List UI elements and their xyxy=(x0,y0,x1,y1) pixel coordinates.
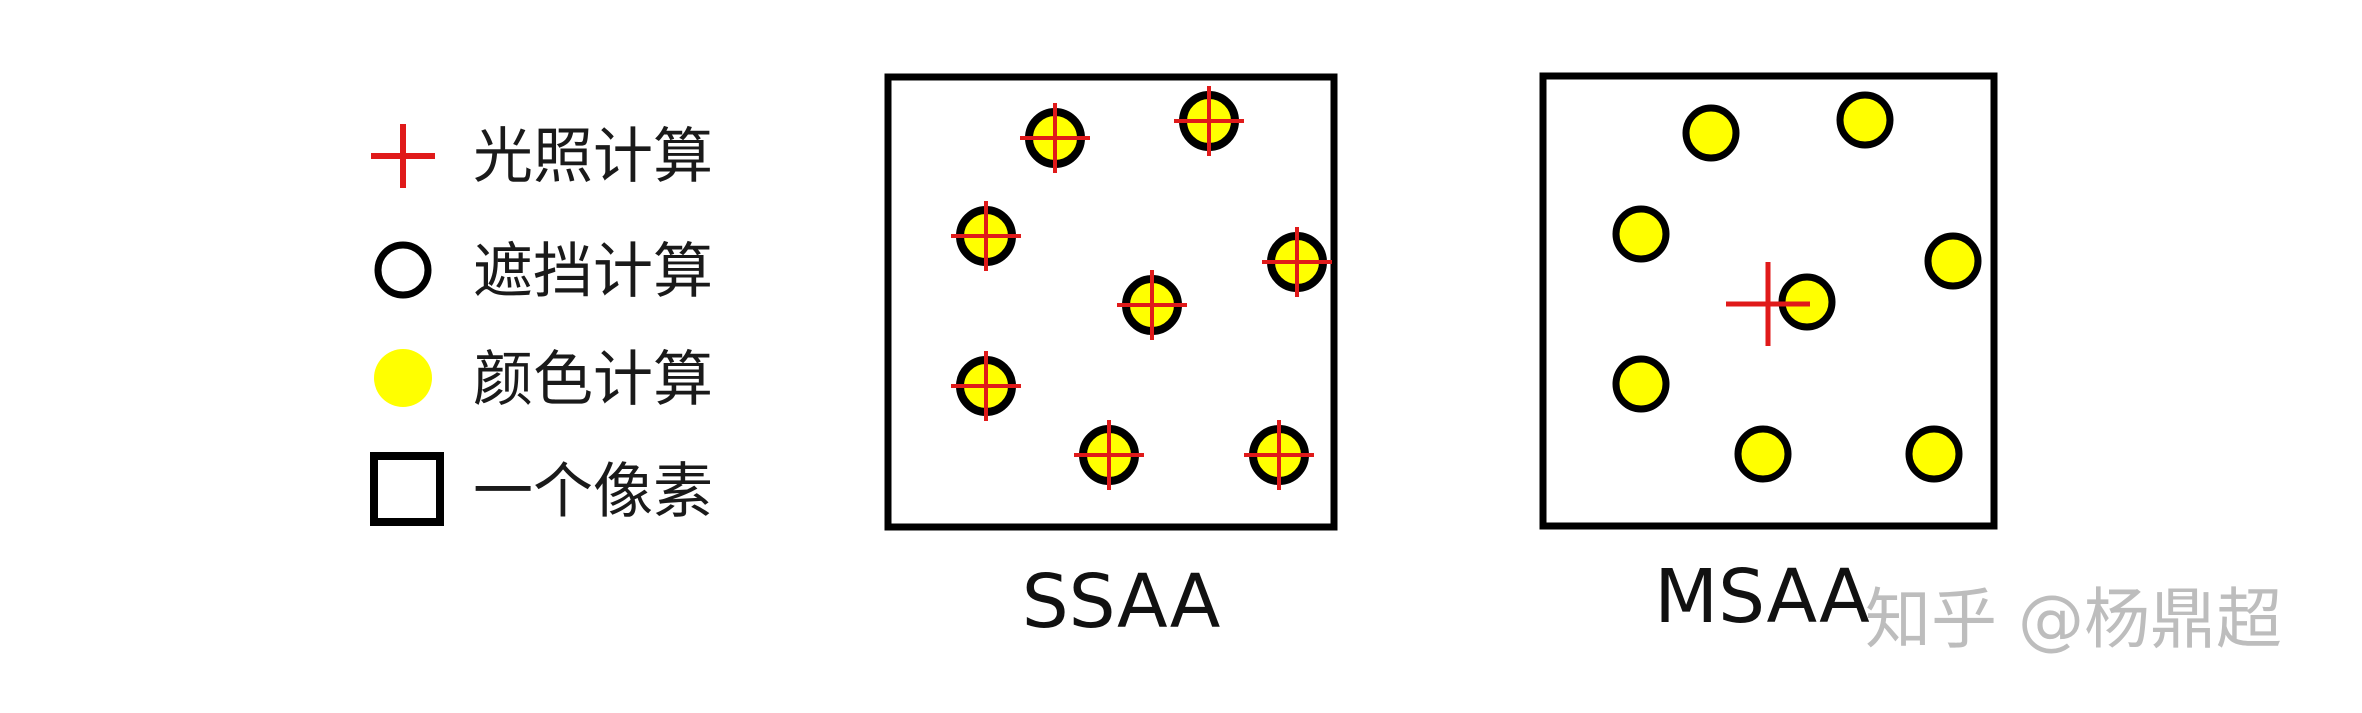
sample-with-lighting xyxy=(1117,270,1187,340)
coverage-sample xyxy=(1734,425,1792,483)
legend-item-pixel: 一个像素 xyxy=(370,452,713,527)
coverage-sample xyxy=(1612,205,1670,263)
msaa-panel: MSAA xyxy=(1539,72,1998,640)
legend-item-lighting: 光照计算 xyxy=(371,122,713,192)
legend-label-pixel: 一个像素 xyxy=(473,457,713,527)
pixel-center-lighting-cross xyxy=(1726,262,1810,346)
sample-with-lighting xyxy=(1174,86,1244,156)
yellow-dot-icon xyxy=(374,349,432,407)
legend-label-occlusion: 遮挡计算 xyxy=(473,237,713,307)
ssaa-samples xyxy=(951,86,1332,490)
watermark: 知乎 @杨鼎超 xyxy=(1865,581,2282,658)
black-ring-icon xyxy=(374,241,432,299)
ssaa-panel: SSAA xyxy=(884,73,1338,645)
sample-with-lighting xyxy=(1244,420,1314,490)
red-cross-icon xyxy=(371,124,435,188)
legend-label-lighting: 光照计算 xyxy=(473,122,713,192)
coverage-sample xyxy=(1836,91,1894,149)
msaa-caption: MSAA xyxy=(1654,554,1870,640)
sample-with-lighting xyxy=(1262,227,1332,297)
coverage-sample xyxy=(1612,355,1670,413)
legend: 光照计算 遮挡计算 颜色计算 一个像素 xyxy=(370,122,713,527)
legend-label-color: 颜色计算 xyxy=(473,345,713,415)
coverage-sample xyxy=(1924,232,1982,290)
coverage-sample xyxy=(1682,104,1740,162)
pixel-square xyxy=(884,73,1338,531)
ssaa-caption: SSAA xyxy=(1022,559,1221,645)
msaa-samples xyxy=(1612,91,1982,483)
pixel-square xyxy=(1539,72,1998,530)
coverage-sample xyxy=(1905,425,1963,483)
legend-item-color: 颜色计算 xyxy=(374,345,713,415)
sample-with-lighting xyxy=(951,201,1021,271)
sample-with-lighting xyxy=(951,351,1021,421)
black-square-icon xyxy=(370,452,444,526)
sample-with-lighting xyxy=(1074,420,1144,490)
legend-item-occlusion: 遮挡计算 xyxy=(374,237,713,307)
sample-with-lighting xyxy=(1020,103,1090,173)
